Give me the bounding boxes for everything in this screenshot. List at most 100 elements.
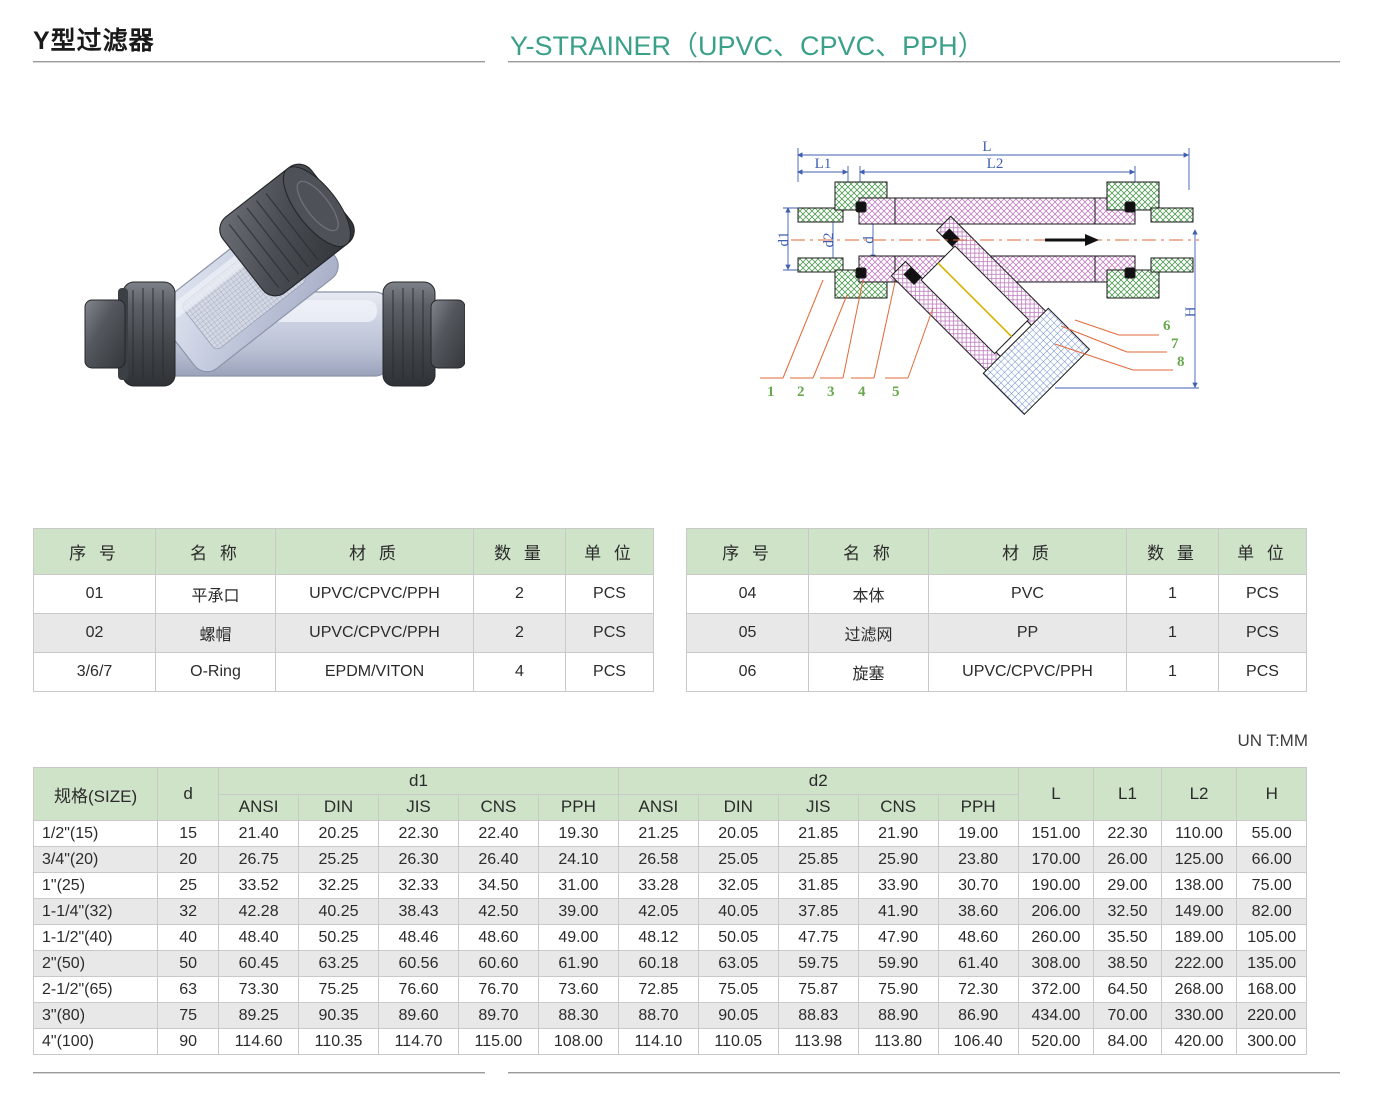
header-divider-right [508,61,1340,63]
cell-no: 04 [686,574,809,614]
cell-size: 4"(100) [32,1028,159,1055]
cell-no: 3/6/7 [33,652,156,692]
cell-qty: 1 [1126,652,1219,692]
cell-d1-pph: 39.00 [537,898,619,925]
cell-size: 2-1/2"(65) [32,976,159,1003]
cell-d1-jis: 48.46 [378,924,459,951]
cell-d2-ansi: 72.85 [617,976,699,1003]
cell-material: EPDM/VITON [275,652,474,692]
cell-d2-jis: 25.85 [777,846,859,873]
cell-material: PVC [928,574,1127,614]
cell-L2: 420.00 [1160,1028,1238,1055]
dim-label-L: L [982,139,991,155]
col-header-d1-cns: CNS [457,793,539,821]
parts-table-left: 序 号 名 称 材 质 数 量 单 位 01 平承口 UPVC/CPVC/PPH… [33,528,654,692]
callout-4: 4 [858,384,866,400]
table-header-row: 序 号 名 称 材 质 数 量 单 位 [33,528,654,575]
oring-left-bottom [855,267,867,279]
cell-H: 66.00 [1236,846,1307,873]
cell-d2-jis: 75.87 [777,976,859,1003]
cell-size: 3"(80) [32,1002,159,1029]
cell-material: UPVC/CPVC/PPH [928,652,1127,692]
table-header-row: 序 号 名 称 材 质 数 量 单 位 [686,528,1307,575]
cell-d2-ansi: 114.10 [617,1028,699,1055]
col-header-H: H [1236,767,1307,821]
col-header-d2-jis: JIS [777,793,859,821]
cell-d1-din: 90.35 [298,1002,379,1029]
cell-size: 1/2"(15) [32,820,159,847]
cell-d2-din: 75.05 [697,976,779,1003]
union-nut-left [118,281,176,387]
cell-d2-cns: 75.90 [857,976,939,1003]
callout-6: 6 [1163,318,1171,334]
cell-L2: 149.00 [1160,898,1238,925]
col-header-d1-jis: JIS [378,793,459,821]
cell-d2-pph: 61.40 [937,950,1019,977]
cell-d2-ansi: 42.05 [617,898,699,925]
cell-no: 05 [686,613,809,653]
cell-d: 90 [157,1028,220,1055]
col-header-d1-group: d1 [218,767,619,795]
cell-d1-jis: 60.56 [378,950,459,977]
cell-no: 02 [33,613,156,653]
cell-d2-din: 90.05 [697,1002,779,1029]
cell-H: 82.00 [1236,898,1307,925]
cell-d2-pph: 48.60 [937,924,1019,951]
cell-L: 190.00 [1017,872,1095,899]
product-photo [35,140,465,430]
cell-d2-cns: 21.90 [857,820,939,847]
cell-H: 135.00 [1236,950,1307,977]
cell-d2-jis: 31.85 [777,872,859,899]
dim-label-L2: L2 [987,156,1004,172]
cell-d1-pph: 49.00 [537,924,619,951]
cell-L2: 138.00 [1160,872,1238,899]
cell-unit: PCS [1218,652,1307,692]
col-header-unit: 单 位 [565,528,654,575]
cell-d1-cns: 22.40 [457,820,539,847]
table-row: 1/2"(15) 15 21.40 20.25 22.30 22.40 19.30 21.25… [32,820,1307,847]
cell-L: 520.00 [1017,1028,1095,1055]
cell-d: 20 [157,846,220,873]
cell-qty: 4 [473,652,566,692]
cell-d1-pph: 73.60 [537,976,619,1003]
cell-L1: 22.30 [1093,820,1162,847]
cell-d2-pph: 86.90 [937,1002,1019,1029]
table-row: 06 旋塞 UPVC/CPVC/PPH 1 PCS [686,652,1307,692]
cell-L1: 64.50 [1093,976,1162,1003]
cell-d1-cns: 115.00 [457,1028,539,1055]
table-row: 04 本体 PVC 1 PCS [686,574,1307,614]
table-row: 2"(50) 50 60.45 63.25 60.56 60.60 61.90 60.18 63… [32,950,1307,977]
cell-d1-ansi: 33.52 [218,872,300,899]
cell-d: 32 [157,898,220,925]
cell-d1-jis: 22.30 [378,820,459,847]
cell-L1: 32.50 [1093,898,1162,925]
col-header-L: L [1017,767,1095,821]
cell-d2-ansi: 33.28 [617,872,699,899]
cell-d2-din: 32.05 [697,872,779,899]
callout-leaders [760,279,1173,379]
cell-L2: 268.00 [1160,976,1238,1003]
table-row: 3"(80) 75 89.25 90.35 89.60 89.70 88.30 88.70 90… [32,1002,1307,1029]
cell-d2-cns: 88.90 [857,1002,939,1029]
cell-d2-jis: 59.75 [777,950,859,977]
y-leg-section [890,215,1091,416]
cell-d1-cns: 60.60 [457,950,539,977]
cell-qty: 2 [473,613,566,653]
cell-d1-din: 32.25 [298,872,379,899]
col-header-L1: L1 [1093,767,1162,821]
cell-d1-din: 40.25 [298,898,379,925]
dim-label-d: d [861,236,877,244]
col-header-name: 名 称 [155,528,276,575]
page-title-chinese: Y型过滤器 [33,27,155,55]
dimension-header-row-1: 规格(SIZE) d d1 d2 L L1 L2 H [32,767,1307,821]
callout-5: 5 [892,384,900,400]
callout-2: 2 [797,384,805,400]
cell-unit: PCS [1218,574,1307,614]
cell-H: 55.00 [1236,820,1307,847]
cell-L1: 38.50 [1093,950,1162,977]
cell-H: 220.00 [1236,1002,1307,1029]
cell-d2-jis: 88.83 [777,1002,859,1029]
screw-cap [219,163,355,297]
cell-d2-cns: 47.90 [857,924,939,951]
callout-8: 8 [1177,354,1185,370]
